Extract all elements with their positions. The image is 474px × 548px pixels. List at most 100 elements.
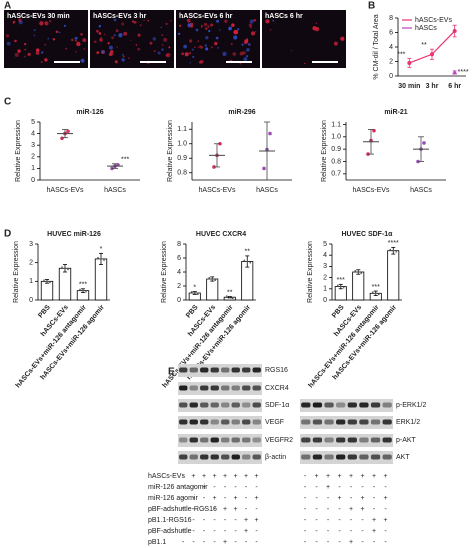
replicate — [103, 259, 105, 261]
treatment-sign: + — [244, 528, 248, 535]
treatment-sign: + — [349, 473, 353, 480]
cell-signal — [118, 33, 123, 38]
treatment-sign: + — [372, 528, 376, 535]
y-tick-label: 8 — [389, 15, 393, 22]
cell-signal — [27, 52, 31, 57]
x-tick-label: hASCs-EVs — [199, 187, 236, 194]
x-tick-label: 6 hr — [448, 83, 461, 90]
treatment-sign: - — [338, 539, 341, 546]
treatment-sign: - — [182, 517, 185, 524]
blot-band — [210, 367, 219, 373]
replicate — [377, 293, 380, 296]
treatment-sign: - — [192, 506, 195, 513]
micrograph — [262, 10, 346, 68]
cell-signal — [162, 44, 164, 46]
cell-signal — [214, 41, 218, 46]
treatment-sign: - — [203, 539, 206, 546]
chart-title: miR-21 — [384, 109, 407, 116]
cell-signal — [237, 28, 240, 31]
replicate — [190, 291, 193, 293]
cell-signal — [107, 42, 110, 45]
blot-band — [301, 402, 311, 408]
y-tick-label: 2 — [323, 274, 327, 281]
treatment-sign: - — [203, 506, 206, 513]
cell-signal — [93, 40, 97, 44]
replicate — [249, 261, 252, 264]
cell-signal — [111, 36, 114, 40]
blot-band — [370, 437, 381, 443]
treatment-sign: - — [245, 484, 248, 491]
treatment-sign: + — [202, 484, 206, 491]
cell-signal — [245, 55, 249, 58]
y-tick-label: 0.9 — [177, 155, 187, 162]
blot-band — [200, 367, 209, 373]
blot-band — [189, 419, 198, 425]
blot-band — [231, 385, 240, 391]
bar — [352, 271, 365, 301]
cell-signal — [161, 34, 164, 37]
cell-signal — [222, 51, 227, 57]
treatment-sign: - — [384, 528, 387, 535]
cell-signal — [241, 43, 244, 46]
cell-signal — [44, 21, 47, 24]
cell-signal — [205, 47, 209, 51]
blot-band — [189, 402, 198, 408]
x-tick-label: hASCs — [410, 187, 432, 194]
y-tick-label: 0.8 — [331, 158, 341, 165]
replicate — [211, 278, 214, 280]
treatment-sign: - — [255, 539, 258, 546]
y-axis-label: Relative Expression — [307, 241, 314, 303]
blot-band — [301, 454, 311, 460]
replicate — [357, 271, 360, 273]
protein-label: ERK1/2 — [396, 419, 420, 426]
treatment-label: pB1.1 — [148, 539, 166, 546]
chart-title: HUVEC SDF-1α — [342, 231, 394, 238]
protein-label: VEGFR2 — [265, 437, 293, 444]
treatment-sign: - — [315, 528, 318, 535]
chart-title: miR-296 — [228, 109, 255, 116]
cell-signal — [161, 48, 164, 51]
cell-signal — [160, 26, 162, 28]
data-point — [60, 136, 64, 141]
treatment-sign: - — [304, 484, 307, 491]
cell-signal — [71, 38, 74, 42]
blot-band — [189, 367, 198, 373]
cell-signal — [192, 55, 195, 59]
cell-signal — [314, 26, 320, 32]
cell-signal — [6, 41, 11, 46]
replicate — [339, 285, 342, 288]
replicate — [228, 296, 231, 299]
y-tick-label: 3 — [31, 142, 35, 149]
blot-band — [382, 454, 392, 460]
y-tick-label: 0 — [29, 297, 33, 304]
blot-band — [370, 402, 381, 408]
y-tick-label: 2 — [31, 154, 35, 161]
blot-band — [312, 437, 323, 443]
treatment-sign: - — [182, 528, 185, 535]
treatment-sign: + — [314, 473, 318, 480]
treatment-sign: - — [182, 495, 185, 502]
cell-signal — [157, 51, 161, 55]
treatment-sign: + — [337, 473, 341, 480]
cell-signal — [272, 19, 275, 22]
y-axis-label: Relative Expression — [15, 120, 22, 182]
treatment-sign: - — [224, 495, 227, 502]
blot-band — [210, 385, 219, 391]
y-tick-label: 1 — [29, 278, 33, 285]
replicate — [85, 291, 87, 293]
cell-signal — [217, 47, 219, 49]
data-point — [422, 141, 426, 145]
x-tick-label: 30 min — [398, 83, 420, 90]
treatment-sign: - — [255, 528, 258, 535]
cell-signal — [108, 45, 113, 50]
cell-signal — [101, 50, 105, 54]
significance: * — [100, 246, 103, 253]
cell-signal — [186, 18, 191, 23]
cell-signal — [178, 32, 181, 35]
cell-signal — [249, 26, 252, 29]
cell-signal — [251, 31, 256, 36]
replicate — [43, 279, 45, 281]
cell-signal — [12, 22, 15, 24]
chart-title: HUVEC CXCR4 — [196, 231, 246, 238]
blot-band — [336, 437, 346, 443]
